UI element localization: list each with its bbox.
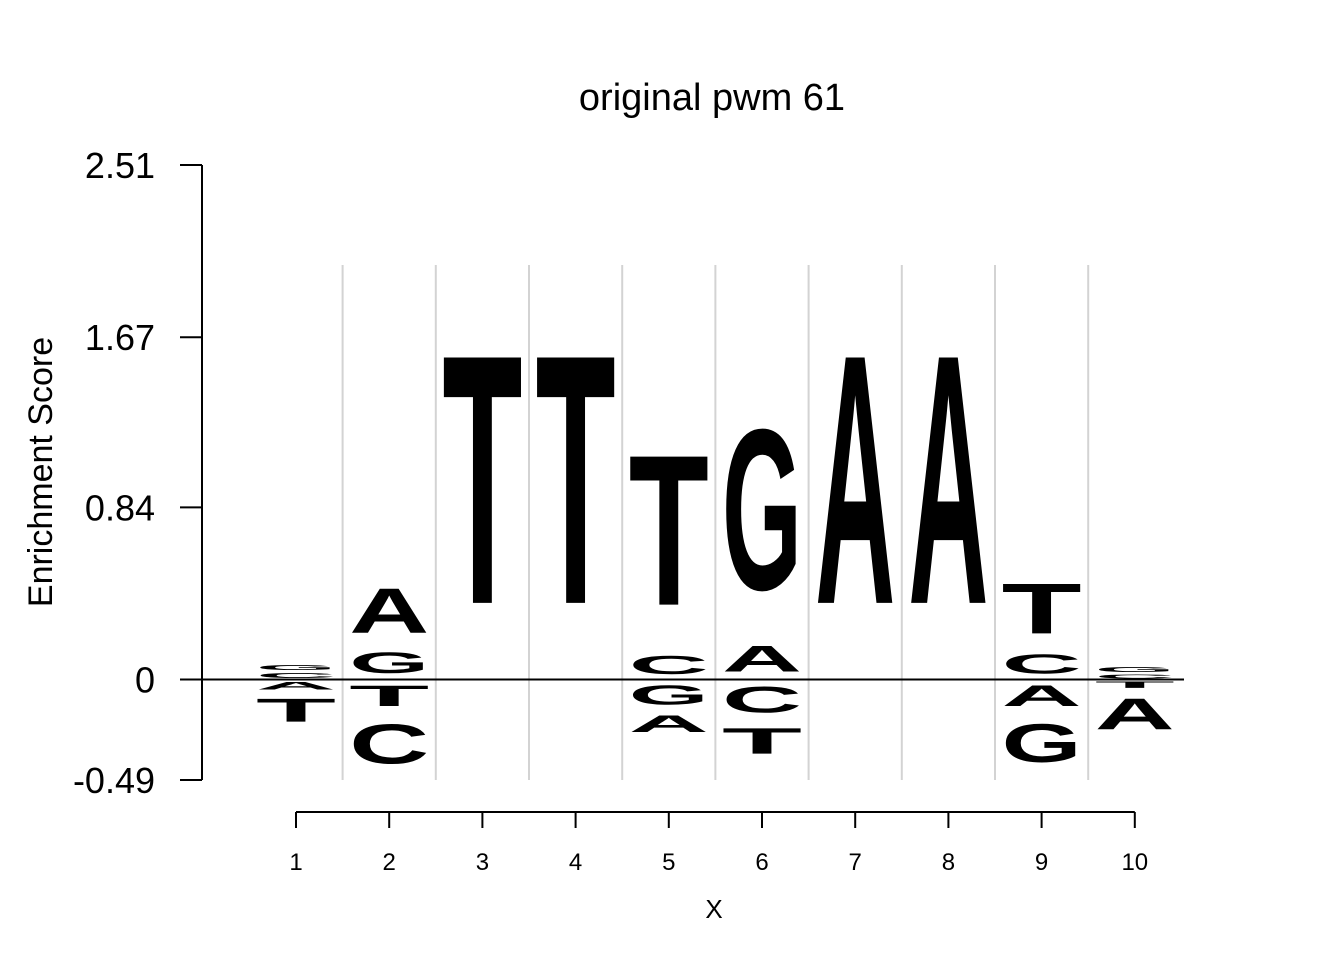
x-tick-label: 1: [289, 849, 302, 876]
logo-letter-A: A: [1095, 690, 1175, 739]
y-tick-label: 0.84: [85, 487, 155, 528]
logo-letter-C: C: [1095, 673, 1175, 679]
logo-letter-G: G: [1095, 665, 1175, 673]
logo-letter-G: G: [722, 381, 802, 638]
logo-letter-T: T: [1095, 680, 1175, 690]
y-tick-label: 0: [135, 660, 155, 701]
logo-letter-T: T: [629, 410, 709, 650]
x-tick-label: 10: [1121, 849, 1148, 876]
logo-letter-C: C: [1002, 649, 1082, 680]
x-tick-label: 4: [569, 849, 582, 876]
logo-letter-G: G: [629, 679, 709, 710]
logo-letter-A: A: [256, 680, 336, 692]
logo-letter-T: T: [442, 280, 522, 678]
grid-lines: [341, 265, 1090, 780]
x-tick-label: 5: [662, 849, 675, 876]
logo-letter-G: G: [256, 663, 336, 671]
logo-letter-T: T: [722, 721, 802, 762]
y-tick-label: 2.51: [85, 145, 155, 186]
y-axis-label: Enrichment Score: [22, 337, 60, 607]
y-tick-label: 1.67: [85, 317, 155, 358]
y-tick-label: -0.49: [73, 760, 155, 801]
logo-letter-A: A: [349, 575, 429, 647]
x-axis-label: X: [705, 894, 722, 924]
logo-letter-T: T: [349, 680, 429, 713]
logo-letter-A: A: [1002, 680, 1082, 713]
logo-letter-C: C: [256, 671, 336, 679]
logo-letter-T: T: [256, 692, 336, 729]
logo-letter-A: A: [815, 280, 895, 678]
logo-letter-A: A: [629, 710, 709, 737]
logo-letter-T: T: [536, 280, 616, 678]
axes: 2.51 1.67 0.84 0 -0.49 1 2 3 4 5 6 7 8 9 10: [73, 145, 1184, 876]
logo-letter-A: A: [908, 280, 988, 678]
logo-letter-A: A: [722, 639, 802, 680]
x-tick-label: 3: [476, 849, 489, 876]
x-tick-label: 2: [383, 849, 396, 876]
logo-letter-C: C: [722, 680, 802, 721]
logo-letter-G: G: [349, 647, 429, 680]
logo-letter-C: C: [629, 651, 709, 680]
logo-letter-T: T: [1002, 569, 1082, 649]
x-tick-label: 9: [1035, 849, 1048, 876]
x-tick-label: 6: [755, 849, 768, 876]
logo-letter-C: C: [349, 712, 429, 776]
x-tick-label: 8: [942, 849, 955, 876]
chart-title: original pwm 61: [579, 77, 845, 119]
logo-letter-G: G: [1002, 713, 1082, 774]
x-tick-label: 7: [849, 849, 862, 876]
